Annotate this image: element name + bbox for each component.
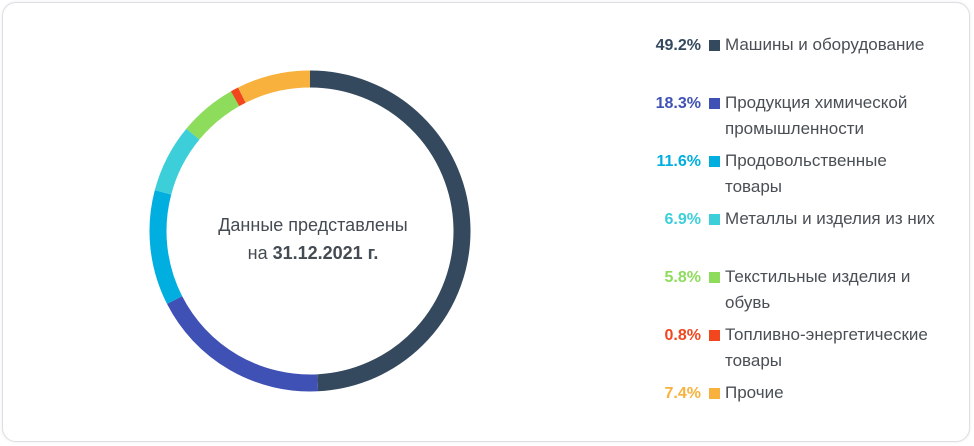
legend-swatch — [709, 40, 720, 51]
legend-label: Прочие — [725, 383, 784, 402]
legend-swatch — [709, 98, 720, 109]
donut-slice-1 — [309, 70, 471, 392]
center-caption: Данные представлены на 31.12.2021 г. — [163, 211, 463, 267]
legend-swatch — [709, 156, 720, 167]
donut-slice-4 — [154, 128, 200, 195]
center-caption-date: 31.12.2021 г. — [272, 243, 379, 263]
donut-chart — [149, 70, 471, 392]
center-caption-prefix: на — [247, 243, 273, 263]
legend-swatch — [709, 272, 720, 283]
legend-label: Металлы и изделия из них — [725, 209, 935, 228]
legend-percent: 5.8% — [664, 269, 701, 286]
legend-swatch — [709, 330, 720, 341]
donut-slice-7 — [238, 70, 311, 103]
legend-item: 18.3% Продукция химической промышленности — [615, 89, 974, 147]
donut-slice-6 — [230, 87, 246, 107]
legend-swatch — [709, 214, 720, 225]
legend-item: 49.2% Машины и оборудование — [615, 31, 974, 89]
legend-percent: 11.6% — [656, 153, 701, 170]
legend-swatch — [709, 388, 720, 399]
legend: 49.2% Машины и оборудование 18.3% Продукция… — [615, 31, 974, 437]
legend-label: Продовольственные товары — [725, 151, 887, 196]
donut-slice-5 — [186, 91, 240, 140]
legend-item: 6.9% Металлы и изделия из них — [615, 205, 974, 263]
center-caption-line1: Данные представлены — [218, 215, 408, 235]
donut-slice-3 — [149, 190, 183, 304]
donut-slice-2 — [166, 296, 319, 392]
legend-item: 0.8% Топливно-энергетические товары — [615, 321, 974, 379]
legend-label: Продукция химической промышленности — [725, 93, 908, 138]
legend-label: Машины и оборудование — [725, 35, 925, 54]
legend-percent: 0.8% — [664, 327, 701, 344]
legend-item: 7.4% Прочие — [615, 379, 974, 437]
legend-percent: 7.4% — [664, 385, 701, 402]
legend-label: Топливно-энергетические товары — [725, 325, 928, 370]
center-caption-line2: на 31.12.2021 г. — [163, 239, 463, 267]
legend-item: 11.6% Продовольственные товары — [615, 147, 974, 205]
legend-percent: 49.2% — [655, 37, 701, 54]
legend-item: 5.8% Текстильные изделия и обувь — [615, 263, 974, 321]
legend-percent: 6.9% — [664, 211, 701, 228]
legend-percent: 18.3% — [655, 95, 701, 112]
legend-label: Текстильные изделия и обувь — [725, 267, 911, 312]
